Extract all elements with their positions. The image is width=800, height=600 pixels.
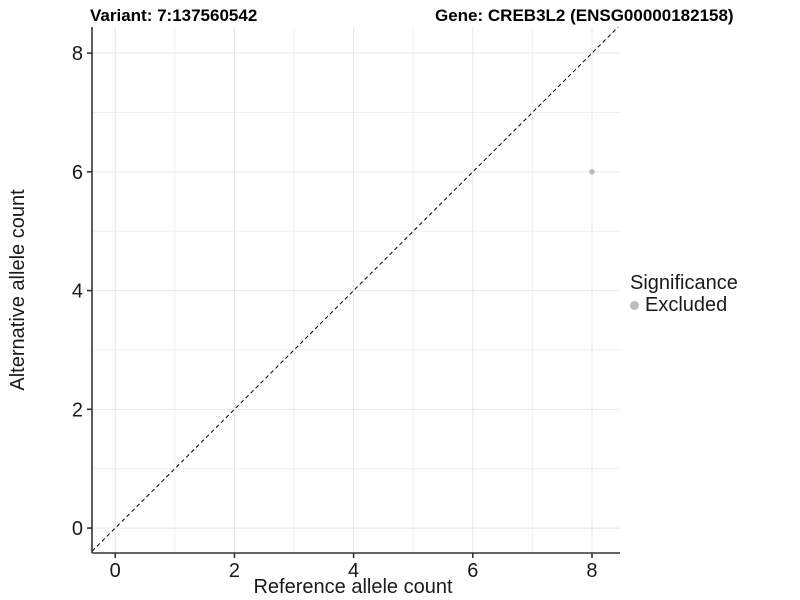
axes-group [87,27,620,558]
tick-labels-group: 0 2 4 6 8 0 2 4 6 8 [72,43,598,582]
y-tick-label: 8 [72,43,83,65]
legend-entry-excluded: Excluded [630,294,738,316]
y-tick-label: 6 [72,162,83,184]
variant-title: Variant: 7:137560542 [90,6,258,25]
legend: Significance Excluded [630,272,738,316]
identity-line [91,26,619,552]
legend-title: Significance [630,272,738,294]
y-tick-label: 0 [72,518,83,540]
x-tick-label: 8 [586,560,597,582]
major-gridlines [92,27,620,553]
x-tick-label: 4 [348,560,359,582]
y-axis-title: Alternative allele count [7,189,29,391]
y-tick-label: 2 [72,399,83,421]
x-tick-label: 0 [110,560,121,582]
x-axis-title: Reference allele count [253,576,452,598]
x-tick-label: 2 [229,560,240,582]
gene-title: Gene: CREB3L2 (ENSG00000182158) [435,6,734,25]
y-tick-label: 4 [72,281,83,303]
identity-line-group [91,26,619,552]
data-points-group [589,169,595,175]
x-tick-label: 6 [467,560,478,582]
legend-entry-label: Excluded [645,294,728,316]
minor-gridlines [92,27,620,553]
data-point [589,169,595,175]
excluded-dot-icon [630,300,639,310]
